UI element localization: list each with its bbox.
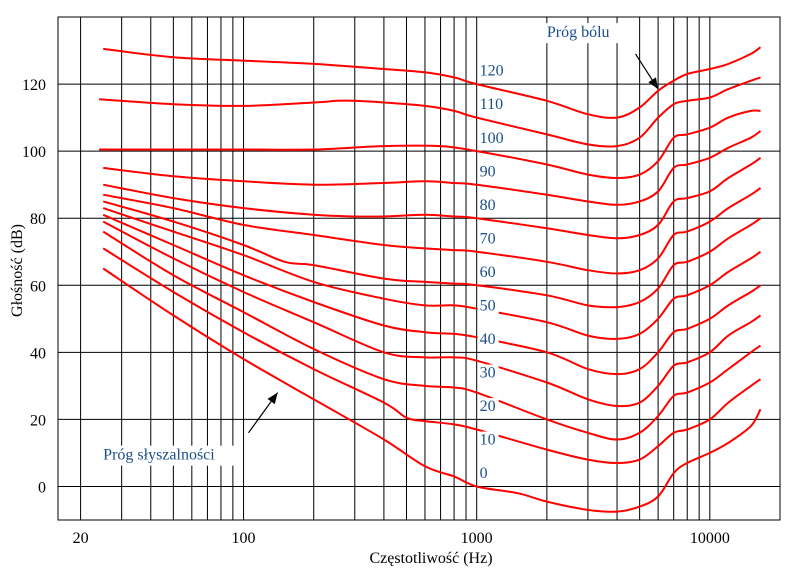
loudness-curve-50 [102, 207, 762, 340]
curve-label-60: 60 [480, 264, 496, 281]
curve-label-background [477, 230, 499, 248]
curve-labels: 0 10 20 30 40 50 60 70 80 90 100 110 120 [477, 62, 508, 483]
loudness-curve-10 [102, 247, 762, 465]
y-axis-title: Głośność (dB) [9, 224, 26, 317]
curve-label-50: 50 [480, 297, 496, 314]
y-tick-label: 20 [30, 412, 46, 429]
curve-label-background [477, 465, 491, 483]
curve-label-40: 40 [480, 331, 496, 348]
loudness-curve-80 [103, 157, 762, 240]
annotation-background [100, 445, 240, 466]
curve-label-70: 70 [480, 230, 496, 247]
y-tick-label: 40 [30, 345, 46, 362]
y-tick-labels: 0 20 40 60 80 100 120 [22, 77, 46, 496]
curve-label-120: 120 [480, 63, 504, 80]
plot-frame [57, 16, 781, 521]
loudness-curve-0 [102, 267, 762, 513]
loudness-curve-40 [102, 213, 762, 376]
annotation-arrow-head [648, 77, 659, 90]
loudness-curve-90 [103, 130, 762, 206]
curve-label-30: 30 [480, 364, 496, 381]
x-tick-label: 100 [232, 530, 256, 547]
curve-label-background [477, 431, 499, 449]
x-tick-label: 10000 [690, 530, 730, 547]
curve-label-100: 100 [480, 130, 504, 147]
curve-label-background [477, 398, 499, 416]
x-tick-label: 20 [73, 530, 89, 547]
curves [99, 46, 762, 513]
annotation-arrow-head [267, 392, 278, 405]
curve-label-10: 10 [480, 432, 496, 449]
x-tick-label: 1000 [461, 530, 493, 547]
curve-label-background [477, 330, 499, 348]
annotation-background [543, 23, 623, 44]
loudness-curve-20 [102, 230, 762, 441]
curve-label-0: 0 [480, 465, 488, 482]
curve-label-80: 80 [480, 197, 496, 214]
y-tick-label: 60 [30, 278, 46, 295]
curve-label-background [477, 297, 499, 315]
y-tick-label: 0 [38, 479, 46, 496]
loudness-curve-120 [103, 46, 762, 119]
loudness-curve-60 [102, 200, 762, 309]
curve-label-background [477, 62, 508, 80]
loudness-curve-30 [102, 220, 762, 408]
curve-label-background [477, 129, 508, 147]
curve-label-background [477, 263, 499, 281]
grid-lines [58, 17, 780, 520]
y-tick-label: 100 [22, 144, 46, 161]
curve-label-background [477, 163, 499, 181]
x-axis-title: Częstotliwość (Hz) [369, 550, 492, 567]
curve-label-20: 20 [480, 398, 496, 415]
x-tick-labels: 20 100 1000 10000 [73, 530, 730, 547]
pain-threshold-label: Próg bólu [547, 24, 610, 41]
loudness-curve-100 [99, 109, 761, 180]
hearing-threshold-label: Próg słyszalności [103, 447, 215, 464]
curve-label-90: 90 [480, 163, 496, 180]
curve-label-background [477, 96, 508, 114]
curve-label-110: 110 [480, 96, 503, 113]
y-tick-label: 120 [22, 77, 46, 94]
curve-label-background [477, 196, 499, 214]
loudness-curve-70 [103, 187, 762, 275]
annotations: Próg bólu Próg słyszalności [100, 23, 659, 466]
curve-label-background [477, 364, 499, 382]
y-tick-label: 80 [30, 211, 46, 228]
loudness-curve-110 [99, 76, 761, 148]
